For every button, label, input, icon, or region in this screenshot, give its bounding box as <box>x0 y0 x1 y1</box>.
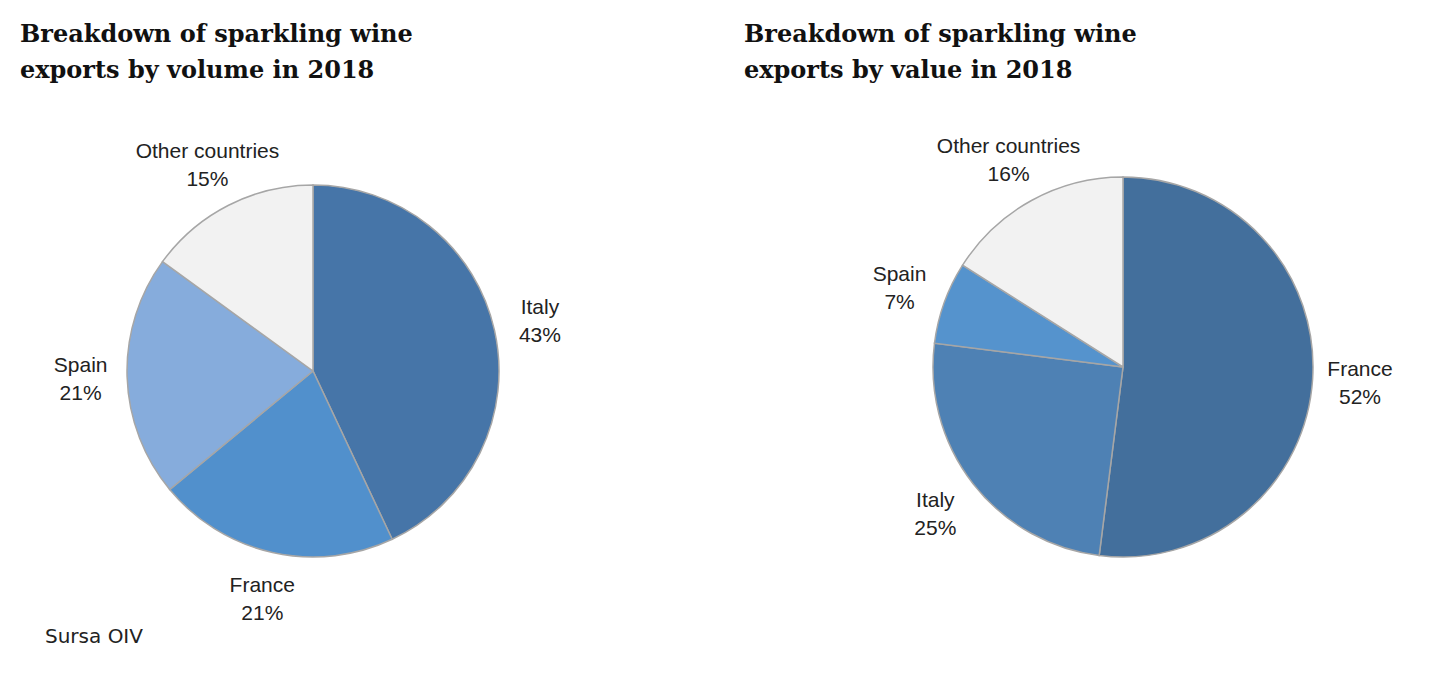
svg-text:Italy43%: Italy43% <box>519 295 561 346</box>
svg-text:Spain21%: Spain21% <box>54 353 108 404</box>
svg-text:Spain7%: Spain7% <box>873 262 927 313</box>
svg-text:Other countries16%: Other countries16% <box>937 134 1081 185</box>
html-text:Breakdown of sparkling wine ex: Breakdown of sparkling wine exports by v… <box>744 19 1137 84</box>
html-text:Breakdown of sparkling wine ex: Breakdown of sparkling wine exports by v… <box>20 19 413 84</box>
svg-text:France52%: France52% <box>1327 357 1392 408</box>
svg-text:Other countries15%: Other countries15% <box>136 139 280 190</box>
svg-text:Italy25%: Italy25% <box>914 488 956 539</box>
svg-text:France21%: France21% <box>230 573 295 624</box>
html-text:Sursa OIV: Sursa OIV <box>45 624 143 648</box>
